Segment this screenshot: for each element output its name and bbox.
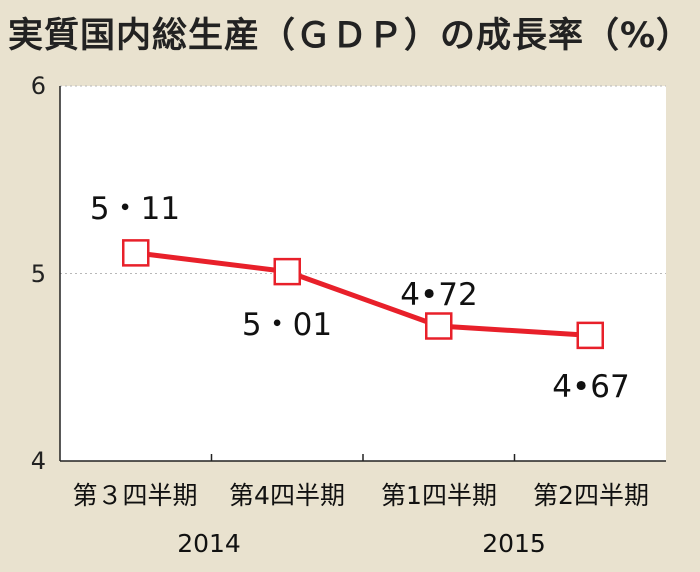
grid-lines bbox=[60, 85, 666, 274]
x-category-label-1: 第３四半期 bbox=[72, 481, 197, 510]
x-category-label-4: 第2四半期 bbox=[533, 481, 649, 510]
x-ticks bbox=[210, 454, 516, 461]
y-tick-label-6: 6 bbox=[31, 72, 46, 100]
series-line bbox=[135, 250, 591, 338]
data-point-1 bbox=[122, 239, 150, 267]
data-label-3: 4•72 bbox=[400, 277, 477, 313]
x-category-label-2: 第4四半期 bbox=[229, 481, 345, 510]
data-point-2 bbox=[273, 257, 301, 286]
data-label-1: 5・11 bbox=[90, 191, 180, 227]
data-point-4 bbox=[576, 321, 604, 350]
data-point-3 bbox=[425, 312, 453, 340]
data-points bbox=[122, 239, 604, 350]
data-label-2: 5・01 bbox=[242, 307, 332, 343]
chart-title: 実質国内総生産（ＧＤＰ）の成長率（%） bbox=[7, 16, 693, 56]
data-label-4: 4•67 bbox=[552, 369, 629, 405]
x-category-label-3: 第1四半期 bbox=[381, 481, 497, 510]
year-label-2015: 2015 bbox=[482, 529, 546, 558]
y-tick-label-5: 5 bbox=[31, 260, 46, 288]
y-tick-label-4: 4 bbox=[31, 447, 46, 475]
year-label-2014: 2014 bbox=[177, 529, 241, 558]
